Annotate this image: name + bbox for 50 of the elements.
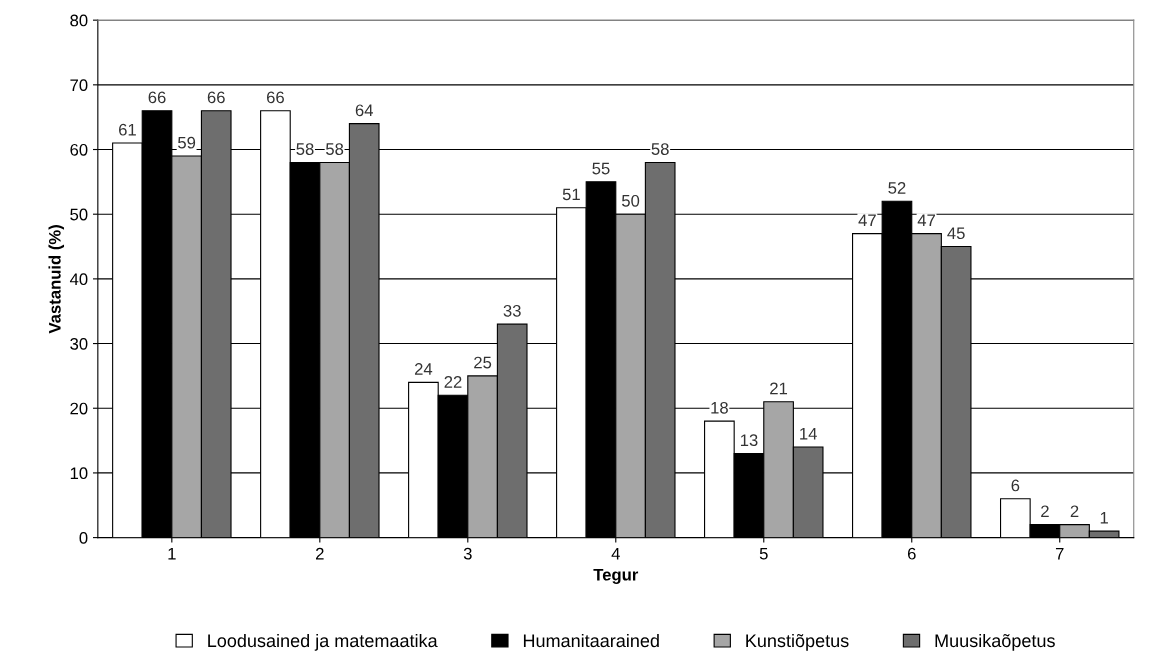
- data-label: 47: [917, 214, 935, 226]
- y-tick-label: 40: [69, 273, 88, 286]
- x-tick-label: 6: [907, 547, 916, 560]
- data-label: 14: [800, 427, 817, 440]
- data-label: 58: [326, 143, 344, 155]
- data-label: 22: [444, 376, 462, 388]
- data-label: 61: [119, 123, 136, 136]
- data-label: 58: [296, 143, 314, 155]
- x-axis-title: Tegur: [593, 568, 639, 584]
- data-label: 13: [740, 434, 758, 447]
- x-tick-label: 3: [463, 547, 472, 560]
- data-label: 25: [474, 356, 492, 369]
- data-label: 24: [414, 363, 433, 375]
- data-label: 64: [355, 104, 373, 117]
- data-label: 50: [621, 194, 640, 207]
- data-label: 51: [562, 188, 580, 201]
- y-tick-label: 30: [70, 337, 88, 350]
- data-label: 66: [267, 91, 284, 104]
- data-label: 66: [148, 91, 166, 104]
- y-tick-label: 60: [70, 143, 88, 156]
- x-tick-label: 2: [316, 547, 324, 560]
- data-label: 66: [207, 91, 225, 104]
- data-label: 2: [1041, 505, 1049, 518]
- y-tick-label: 80: [70, 14, 88, 27]
- legend-label: Kunstiõpetus: [746, 633, 849, 651]
- data-label: 45: [947, 227, 965, 240]
- data-label: 21: [770, 382, 788, 395]
- x-tick-label: 1: [168, 547, 176, 560]
- y-axis-title: Vastanuid (%): [48, 225, 65, 334]
- x-tick-label: 5: [759, 547, 768, 560]
- y-tick-label: 20: [70, 402, 88, 415]
- data-label: 6: [1011, 479, 1020, 492]
- legend-label: Loodusained ja matemaatika: [208, 633, 438, 651]
- data-label: 18: [711, 401, 728, 414]
- data-label: 59: [178, 136, 196, 149]
- data-label: 58: [651, 143, 669, 155]
- data-label: 52: [888, 182, 906, 194]
- data-label: 55: [592, 162, 610, 175]
- legend-label: Muusikaõpetus: [935, 633, 1055, 651]
- y-tick-label: 10: [70, 467, 88, 480]
- data-label: 47: [858, 214, 876, 226]
- data-label: 33: [503, 304, 521, 317]
- y-tick-label: 70: [70, 79, 88, 92]
- x-tick-label: 4: [611, 547, 620, 560]
- legend-label: Humanitaarained: [523, 633, 659, 648]
- data-label: 1: [1100, 512, 1108, 524]
- data-label: 2: [1070, 505, 1079, 518]
- x-tick-label: 7: [1055, 547, 1064, 560]
- y-tick-label: 0: [79, 532, 88, 544]
- y-tick-label: 50: [70, 208, 88, 221]
